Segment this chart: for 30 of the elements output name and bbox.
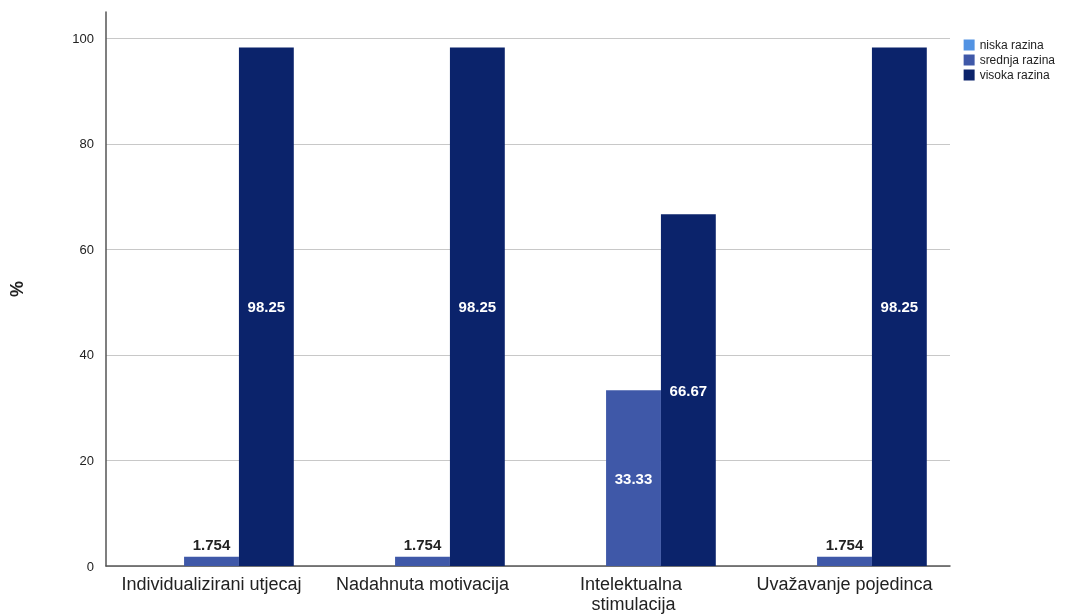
x-tick-label: Intelektualna stimulacija bbox=[579, 574, 688, 614]
bar bbox=[184, 556, 239, 566]
legend-label: srednja razina bbox=[979, 53, 1056, 67]
data-label: 98.25 bbox=[247, 298, 286, 316]
data-label: 1.754 bbox=[192, 535, 231, 553]
bar bbox=[449, 47, 505, 566]
y-tick-label: 80 bbox=[79, 136, 94, 152]
x-tick-label: Nadahnuta motivacija bbox=[335, 574, 511, 594]
data-label: 33.33 bbox=[614, 469, 653, 487]
data-label: 1.754 bbox=[403, 535, 442, 553]
bar bbox=[817, 556, 872, 566]
data-label: 1.754 bbox=[825, 535, 864, 553]
y-tick-label: 20 bbox=[79, 452, 94, 468]
bar bbox=[395, 556, 450, 566]
bar bbox=[871, 47, 927, 566]
x-tick-label: Uvažavanje pojedinca bbox=[756, 574, 934, 594]
y-axis-title: % bbox=[7, 280, 27, 298]
y-tick-label: 100 bbox=[72, 30, 94, 46]
data-label: 98.25 bbox=[880, 298, 919, 316]
bar bbox=[660, 214, 716, 566]
data-label: 98.25 bbox=[458, 298, 497, 316]
x-tick-label: Individualizirani utjecaj bbox=[121, 574, 302, 594]
bar bbox=[606, 390, 661, 566]
bar bbox=[238, 47, 294, 566]
y-tick-label: 60 bbox=[79, 241, 94, 257]
y-tick-label: 0 bbox=[86, 558, 94, 574]
data-label: 66.67 bbox=[669, 381, 708, 399]
legend-label: niska razina bbox=[979, 38, 1044, 52]
y-tick-label: 40 bbox=[79, 347, 94, 363]
legend-label: visoka razina bbox=[979, 68, 1050, 82]
